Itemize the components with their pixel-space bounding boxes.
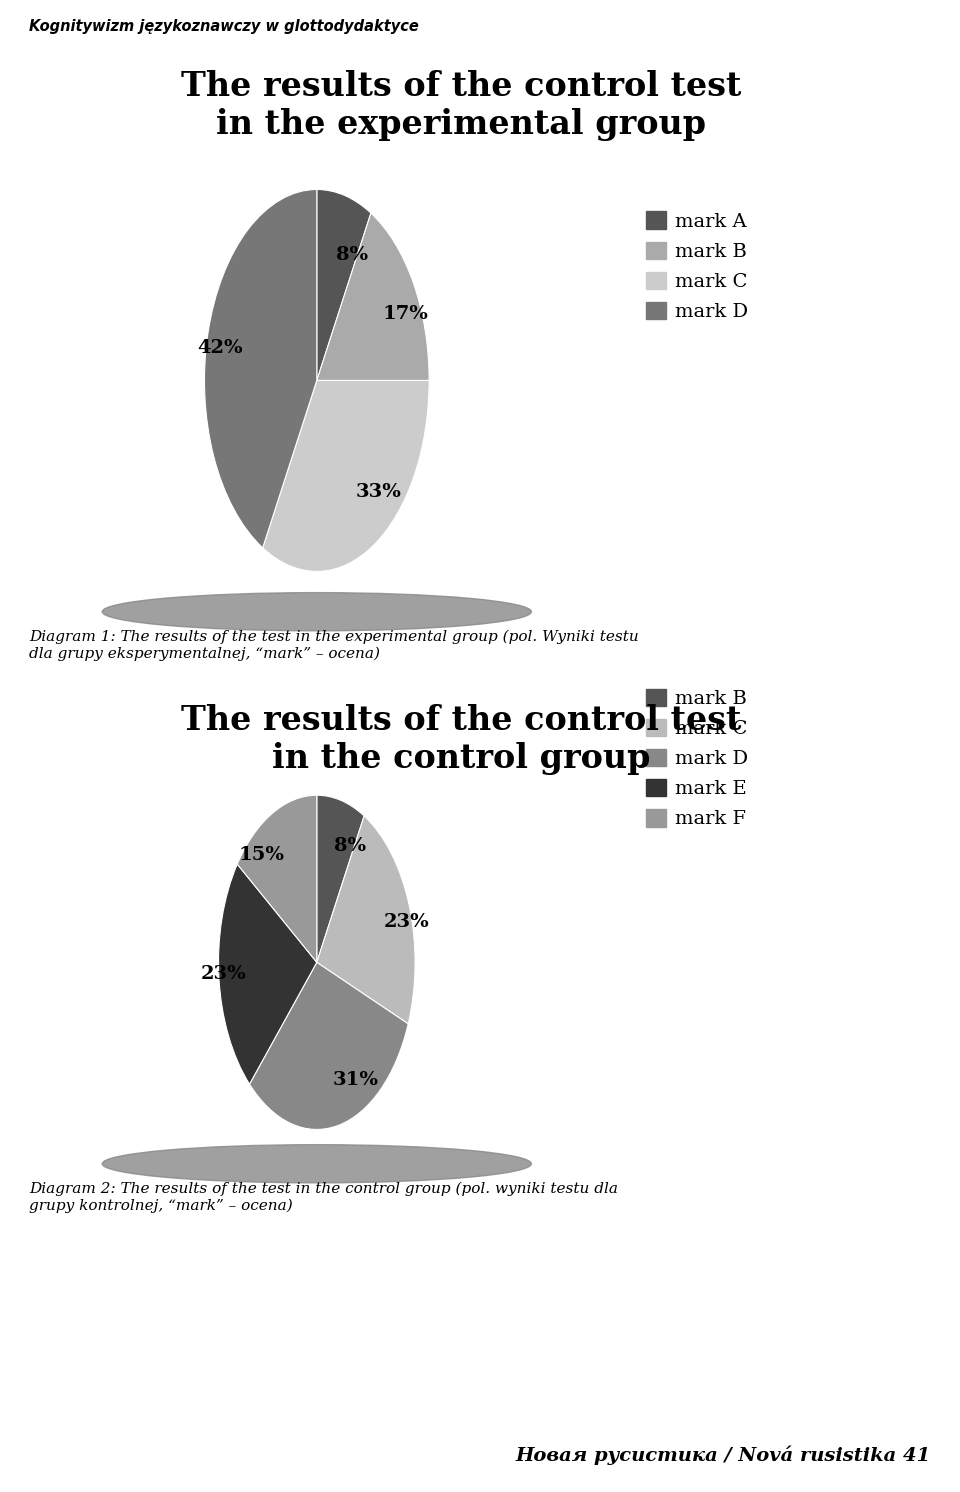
Text: The results of the control test
in the control group: The results of the control test in the c… <box>180 704 741 776</box>
Wedge shape <box>204 189 317 548</box>
Wedge shape <box>250 962 408 1129</box>
Text: 23%: 23% <box>383 913 429 931</box>
Text: Diagram 1: The results of the test in the experimental group (pol. Wyniki testu
: Diagram 1: The results of the test in th… <box>29 630 638 661</box>
Text: Diagram 2: The results of the test in the control group (pol. wyniki testu dla
g: Diagram 2: The results of the test in th… <box>29 1182 618 1213</box>
Wedge shape <box>237 795 317 962</box>
Text: The results of the control test
in the experimental group: The results of the control test in the e… <box>180 70 741 142</box>
Text: 33%: 33% <box>356 483 401 501</box>
Text: 23%: 23% <box>201 965 247 983</box>
Ellipse shape <box>102 1144 532 1183</box>
Text: Новая русистика / Nová rusistika 41: Новая русистика / Nová rusistika 41 <box>516 1446 931 1465</box>
Text: 17%: 17% <box>382 306 428 324</box>
Text: 8%: 8% <box>336 246 368 264</box>
Wedge shape <box>263 380 429 571</box>
Wedge shape <box>219 864 317 1085</box>
Wedge shape <box>317 816 415 1024</box>
Wedge shape <box>317 213 429 380</box>
Legend: mark A, mark B, mark C, mark D: mark A, mark B, mark C, mark D <box>638 204 756 328</box>
Ellipse shape <box>102 592 532 631</box>
Wedge shape <box>317 795 364 962</box>
Legend: mark B, mark C, mark D, mark E, mark F: mark B, mark C, mark D, mark E, mark F <box>638 682 756 836</box>
Text: 15%: 15% <box>239 846 285 864</box>
Text: 31%: 31% <box>332 1071 378 1089</box>
Text: Kognitywizm językoznawczy w glottodydaktyce: Kognitywizm językoznawczy w glottodydakt… <box>29 18 419 34</box>
Text: 8%: 8% <box>334 837 367 855</box>
Text: 42%: 42% <box>197 339 243 357</box>
Wedge shape <box>317 189 371 380</box>
